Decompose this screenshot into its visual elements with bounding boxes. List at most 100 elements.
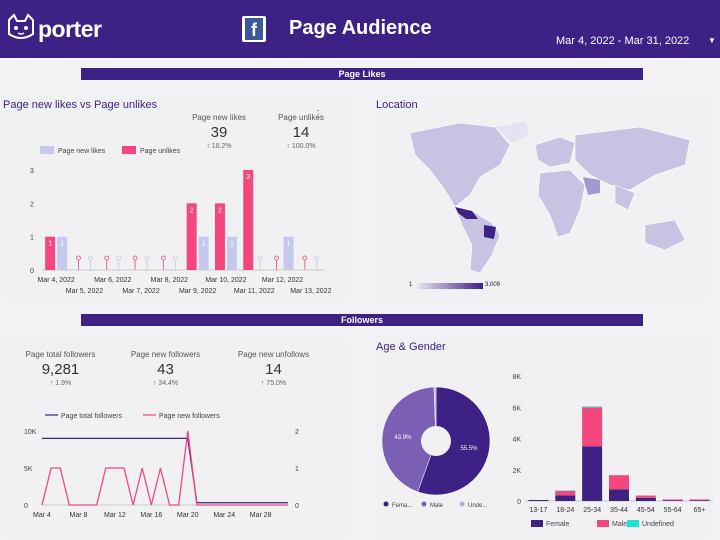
section-header-followers: Followers (81, 314, 643, 326)
stacked-bar-segment (582, 407, 603, 447)
x-tick-label: Mar 6, 2022 (94, 277, 131, 284)
y-tick-label: 4K (512, 437, 521, 444)
gender-pie-chart: 55.5% 43.9% Fema... Male Unde... (381, 386, 491, 509)
y-right-tick-label: 2 (295, 429, 299, 436)
more-options-icon[interactable]: ⋮ (313, 109, 323, 120)
age-gender-card-title: Age & Gender (376, 341, 446, 353)
world-map[interactable] (400, 115, 700, 280)
x-tick-label: Mar 12, 2022 (262, 277, 303, 284)
legend-label: Page new likes (58, 148, 106, 155)
pie-hole (421, 426, 451, 456)
x-tick-label: Mar 20 (177, 512, 199, 519)
y-tick-label: 8K (512, 374, 521, 381)
bar (226, 236, 237, 270)
stacked-bar-segment (662, 499, 683, 501)
x-tick-label: Mar 10, 2022 (205, 277, 246, 284)
legend-label: Male (430, 503, 444, 509)
pie-data-label: 43.9% (394, 435, 412, 441)
chevron-down-icon[interactable]: ▼ (708, 36, 716, 45)
legend-swatch (421, 501, 427, 507)
kpi-page-unlikes: Page unlikes 14 ↑ 100.0% (278, 113, 324, 150)
legend-label: Page unlikes (140, 148, 181, 155)
x-tick-label: Mar 11, 2022 (234, 288, 275, 295)
porter-cat-logo-icon (8, 13, 34, 39)
stacked-bar-segment (555, 495, 576, 501)
date-range-selector[interactable]: Mar 4, 2022 - Mar 31, 2022 (556, 35, 690, 47)
legend-label: Unde... (468, 503, 488, 509)
x-tick-label: Mar 7, 2022 (122, 288, 159, 295)
x-tick-label: Mar 8, 2022 (151, 277, 188, 284)
legend-label: Undefined (642, 521, 674, 528)
x-tick-label: Mar 4 (33, 512, 51, 519)
x-tick-label: 35-44 (610, 507, 628, 514)
brand-name: porter (38, 16, 102, 42)
kpi-page-new-followers: Page new followers 43 ↑ 34.4% (130, 350, 201, 387)
bar-data-label: 1 (202, 241, 206, 248)
bar-data-label: 1 (287, 241, 291, 248)
zero-marker (76, 255, 81, 261)
y-left-tick-label: 5K (24, 466, 33, 473)
page-title: Page Audience (289, 17, 432, 39)
x-tick-label: Mar 12 (104, 512, 126, 519)
x-tick-label: 13-17 (529, 507, 547, 514)
y-right-tick-label: 0 (295, 503, 299, 510)
x-tick-label: Mar 28 (250, 512, 272, 519)
kpi-page-new-unfollows: Page new unfollows 14 ↑ 75.0% (237, 350, 310, 387)
bar-data-label: 2 (190, 207, 194, 214)
y-tick-label: 0 (30, 268, 34, 275)
y-tick-label: 3 (30, 168, 34, 175)
bar (198, 236, 209, 270)
legend-swatch (40, 146, 54, 154)
zero-marker (257, 255, 263, 261)
legend-swatch (122, 146, 136, 154)
bar (283, 236, 294, 270)
y-tick-label: 1 (30, 235, 34, 242)
line-page-new-followers (41, 430, 288, 506)
bar (57, 236, 68, 270)
facebook-icon: f (242, 16, 266, 42)
bar-data-label: 1 (48, 241, 52, 248)
x-tick-label: Mar 9, 2022 (179, 288, 216, 295)
map-color-legend (417, 283, 483, 289)
age-stacked-bar-chart: 0 2K 4K 6K 8K 13-17 18-24 25-34 35-44 45-54 55-64 6… (512, 374, 713, 528)
y-left-tick-label: 10K (24, 429, 37, 436)
stacked-bar-segment (635, 497, 656, 501)
bar-data-label: 2 (218, 207, 222, 214)
legend-label: Fema... (392, 503, 413, 509)
bar (186, 203, 197, 270)
y-right-tick-label: 1 (295, 466, 299, 473)
stacked-bar-segment (609, 475, 629, 490)
stacked-bar-segment (635, 495, 656, 498)
followers-line-chart: Page total followers Page new followers 0 5… (24, 413, 299, 519)
x-tick-label: Mar 24 (213, 512, 235, 519)
stacked-bar-segment (609, 489, 629, 501)
likes-bar-chart: Page new likes Page unlikes 0 1 2 3 1 1 Mar 4, 2… (30, 146, 332, 295)
x-tick-label: 65+ (694, 507, 706, 514)
x-tick-label: 55-64 (664, 507, 682, 514)
x-tick-label: Mar 13, 2022 (290, 288, 331, 295)
pie-data-label: 55.5% (460, 446, 478, 452)
zero-marker (302, 255, 308, 261)
legend-swatch (531, 520, 543, 527)
x-tick-label: 25-34 (583, 507, 601, 514)
x-tick-label: 18-24 (556, 507, 574, 514)
kpi-page-total-followers: Page total followers 9,281 ↑ 1.9% (25, 350, 96, 387)
line-page-total-followers (42, 437, 288, 504)
y-tick-label: 2 (30, 201, 34, 208)
stacked-bar-segment (662, 500, 683, 501)
x-tick-label: 45-54 (637, 507, 655, 514)
bar (45, 236, 56, 270)
y-tick-label: 6K (512, 405, 521, 412)
stacked-bar-segment (582, 446, 603, 501)
bar-data-label: 1 (230, 241, 234, 248)
y-tick-label: 0 (517, 499, 521, 506)
zero-marker (314, 255, 320, 261)
legend-swatch (459, 501, 465, 507)
section-header-page-likes: Page Likes (81, 68, 643, 80)
stacked-bar-segment (582, 406, 603, 408)
map-legend-max: 3,009 (485, 282, 501, 288)
bar (243, 170, 254, 270)
legend-swatch (627, 520, 639, 527)
pie-slice (381, 386, 437, 493)
legend-label: Male (612, 521, 627, 528)
